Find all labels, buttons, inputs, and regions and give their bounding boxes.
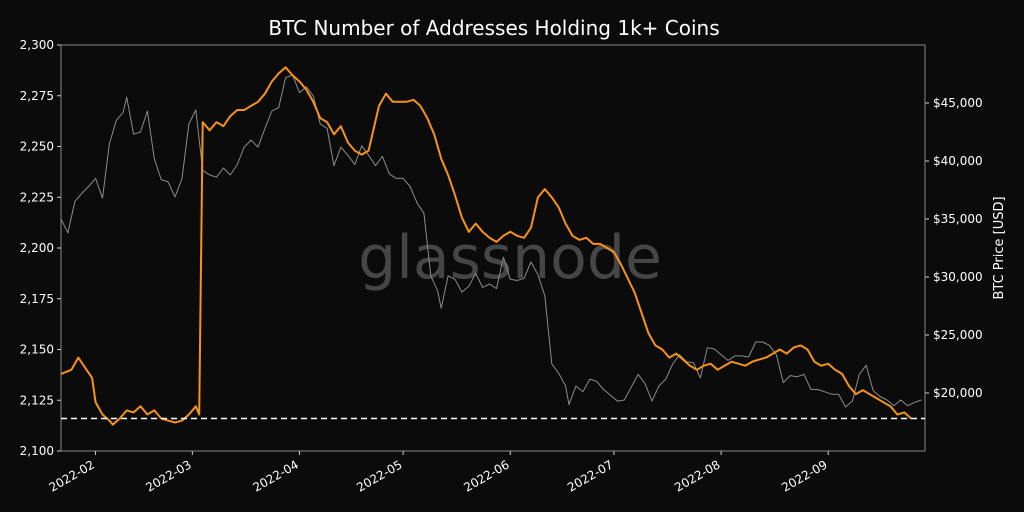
- left-tick-label: 2,225: [20, 190, 54, 204]
- left-tick-label: 2,125: [20, 393, 54, 407]
- left-tick-label: 2,275: [20, 89, 54, 103]
- left-tick-label: 2,300: [20, 38, 54, 52]
- right-tick-label: $45,000: [933, 96, 983, 110]
- addresses-1k-line: [60, 66, 912, 426]
- holders-series-layer: [60, 66, 912, 426]
- left-tick-label: 2,100: [20, 444, 54, 458]
- right-tick-label: $35,000: [933, 212, 983, 226]
- watermark-logo: glassnode: [358, 223, 662, 293]
- right-tick-label: $30,000: [933, 270, 983, 284]
- chart-title: BTC Number of Addresses Holding 1k+ Coin…: [268, 16, 719, 40]
- right-tick-label: $40,000: [933, 154, 983, 168]
- right-axis: $20,000 $25,000 $30,000 $35,000 $40,000 $45,0…: [925, 96, 983, 400]
- left-tick-label: 2,150: [20, 343, 54, 357]
- right-tick-label: $25,000: [933, 328, 983, 342]
- right-axis-title: BTC Price [USD]: [992, 196, 1007, 299]
- left-tick-label: 2,175: [20, 292, 54, 306]
- left-tick-label: 2,250: [20, 140, 54, 154]
- right-tick-label: $20,000: [933, 386, 983, 400]
- left-tick-label: 2,200: [20, 241, 54, 255]
- left-axis: 2,100 2,125 2,150 2,175 2,200 2,225 2,250 2,275…: [20, 38, 61, 458]
